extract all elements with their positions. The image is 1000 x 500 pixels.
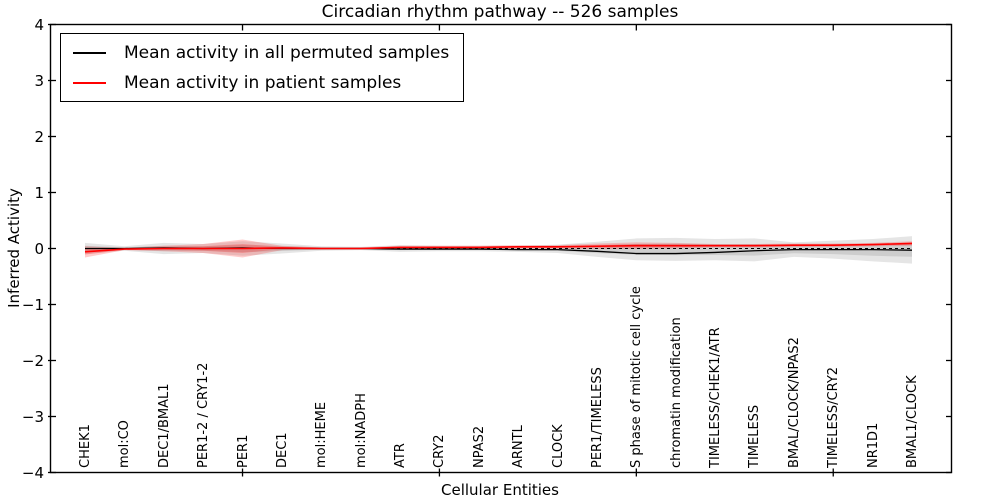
x-tick-label: CRY2 (432, 434, 448, 469)
y-tick-label: −3 (21, 407, 44, 426)
y-tick-label: 3 (34, 71, 44, 90)
legend-label-permuted: Mean activity in all permuted samples (124, 42, 450, 63)
legend-label-patient: Mean activity in patient samples (124, 72, 402, 93)
x-tick-label: ATR (393, 443, 409, 468)
y-tick-label: 4 (34, 15, 44, 34)
x-tick-label: ARNTL (511, 425, 527, 468)
patient-mean-line (84, 242, 913, 253)
x-tick-label: BMAL1/CLOCK (905, 375, 920, 468)
x-tick-label: CLOCK (550, 424, 566, 468)
y-tick-label: 0 (34, 239, 44, 258)
x-tick-label: BMAL/CLOCK/NPAS2 (786, 337, 802, 468)
x-tick-label: NR1D1 (865, 422, 881, 468)
x-tick-label: mol:HEME (314, 401, 330, 468)
x-tick-label: PER1/TIMELESS (589, 367, 605, 468)
x-tick-label: NPAS2 (471, 425, 487, 468)
x-tick-label: TIMELESS (747, 404, 763, 468)
y-tick-label: −4 (21, 463, 44, 482)
legend-line-sample-patient (73, 81, 106, 84)
y-tick-label: 2 (34, 127, 44, 146)
x-tick-label: mol:NADPH (353, 393, 369, 468)
y-tick-label: −1 (21, 295, 44, 314)
x-tick-label: DEC1 (274, 432, 290, 468)
patient-samples-range-outer (85, 239, 912, 258)
x-tick-label: S phase of mitotic cell cycle (629, 286, 645, 468)
chart-title: Circadian rhythm pathway -- 526 samples (321, 2, 679, 22)
legend-line-sample-permuted (73, 51, 106, 54)
x-tick-label: PER1 (235, 434, 251, 468)
x-tick-label: CHEK1 (78, 424, 93, 468)
legend-item-patient: Mean activity in patient samples (73, 69, 449, 96)
x-axis-label: Cellular Entities (441, 481, 559, 499)
y-tick-label: −2 (21, 351, 44, 370)
legend-item-permuted: Mean activity in all permuted samples (73, 39, 449, 66)
x-tick-label: chromatin modification (668, 317, 684, 468)
x-tick-label: TIMELESS/CRY2 (826, 366, 842, 468)
x-tick-label: DEC1/BMAL1 (156, 383, 172, 469)
x-tick-label: PER1-2 / CRY1-2 (196, 362, 212, 468)
x-tick-label: TIMELESS/CHEK1/ATR (708, 327, 724, 468)
legend: Mean activity in all permuted samples Me… (60, 33, 465, 102)
y-tick-label: 1 (34, 183, 44, 202)
x-tick-label: mol:CO (117, 420, 133, 468)
